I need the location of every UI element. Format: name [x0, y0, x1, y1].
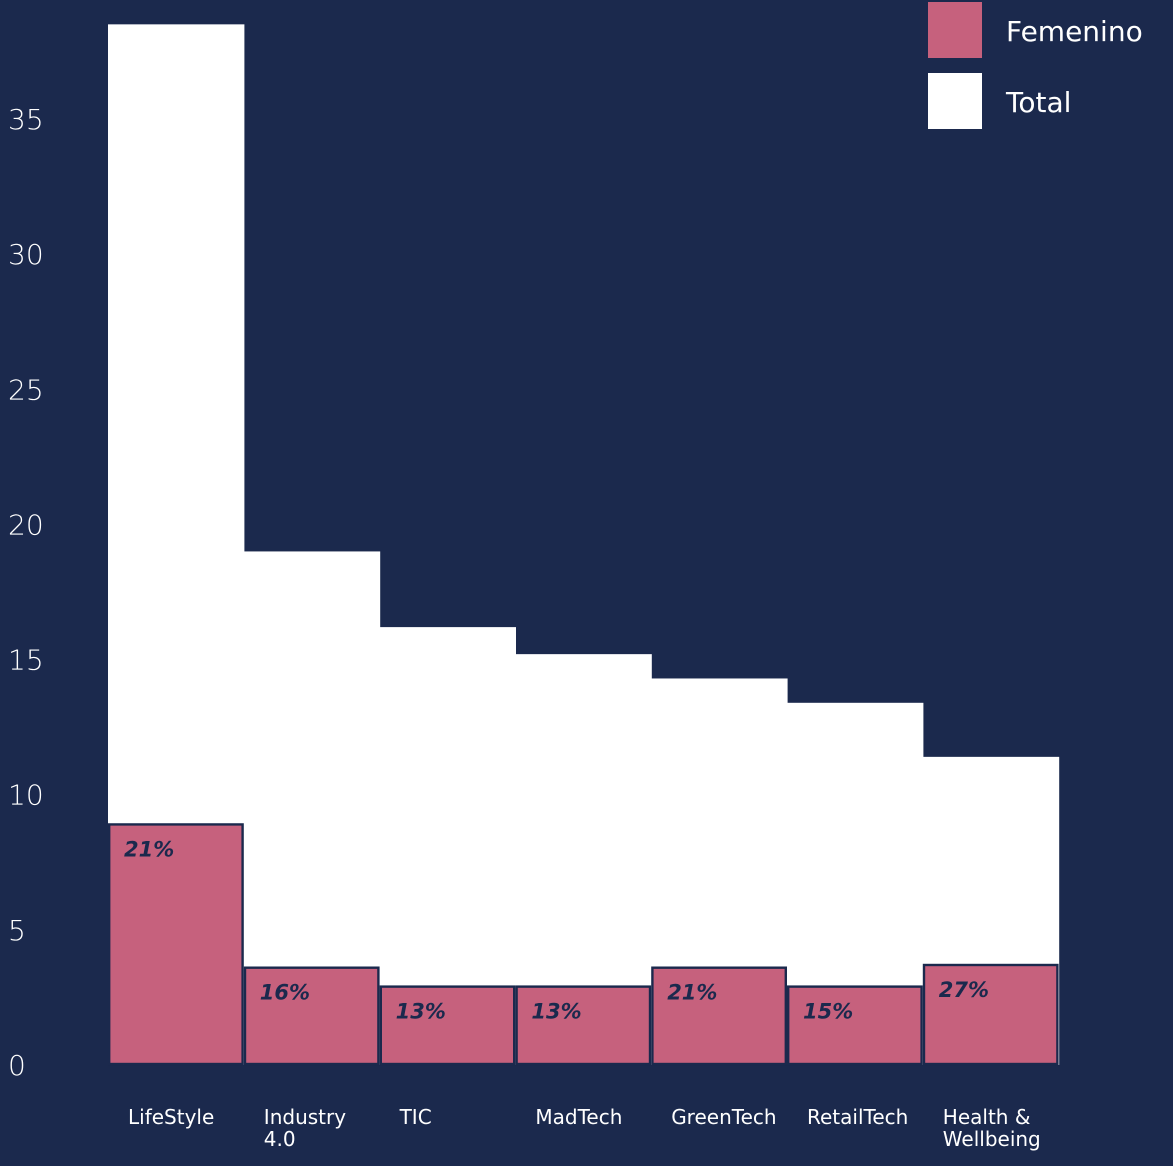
y-tick-label: 25 [8, 373, 44, 406]
x-category-label: TIC [399, 1105, 432, 1129]
legend-label: Total [1005, 86, 1071, 119]
y-tick-label: 5 [8, 914, 26, 947]
femenino-bar [651, 966, 788, 1066]
y-tick-label: 30 [8, 238, 44, 271]
x-category-label: Health & Wellbeing [943, 1105, 1041, 1151]
femenino-bar [243, 966, 380, 1066]
x-category-line: LifeStyle [128, 1105, 214, 1129]
x-category-label: LifeStyle [128, 1105, 214, 1129]
x-category-line: GreenTech [671, 1105, 776, 1129]
percent-label: 21% [124, 837, 174, 861]
percent-label: 15% [803, 1000, 853, 1024]
percent-label: 13% [531, 1000, 581, 1024]
femenino-bars [107, 823, 1059, 1066]
femenino-bar [922, 963, 1059, 1066]
total-bars [108, 24, 1060, 1066]
y-tick-label: 15 [8, 644, 44, 677]
x-category-line: Health & [943, 1105, 1031, 1129]
y-axis-ticks: 0 5 10 15 20 25 30 35 [8, 103, 44, 1082]
legend-label: Femenino [1006, 15, 1143, 48]
femenino-bar [515, 985, 652, 1066]
y-tick-label: 20 [8, 508, 44, 541]
x-category-label: Industry 4.0 [264, 1105, 346, 1151]
x-category-line: 4.0 [264, 1127, 296, 1151]
percent-label: 27% [939, 978, 989, 1002]
percent-label: 21% [667, 981, 717, 1005]
legend-swatch [928, 2, 982, 58]
femenino-bar [107, 823, 244, 1066]
y-tick-label: 10 [8, 779, 44, 812]
x-category-label: RetailTech [807, 1105, 908, 1129]
y-tick-label: 0 [8, 1049, 26, 1082]
x-axis-labels: LifeStyle Industry 4.0 TIC MadTech GreenTech R… [128, 1105, 1041, 1151]
percent-label: 16% [260, 981, 310, 1005]
x-category-label: GreenTech [671, 1105, 776, 1129]
percent-label: 13% [396, 1000, 446, 1024]
x-category-line: MadTech [535, 1105, 622, 1129]
x-category-line: RetailTech [807, 1105, 908, 1129]
femenino-bar [787, 985, 923, 1066]
femenino-bar [379, 985, 516, 1066]
legend: Femenino Total [928, 2, 1143, 129]
y-tick-label: 35 [8, 103, 44, 136]
x-category-line: Industry [264, 1105, 346, 1129]
x-category-line: Wellbeing [943, 1127, 1041, 1151]
percent-labels: 21% 16% 13% 13% 21% 15% 27% [124, 837, 989, 1023]
x-category-line: TIC [399, 1105, 432, 1129]
legend-swatch [928, 73, 982, 129]
x-category-label: MadTech [535, 1105, 622, 1129]
